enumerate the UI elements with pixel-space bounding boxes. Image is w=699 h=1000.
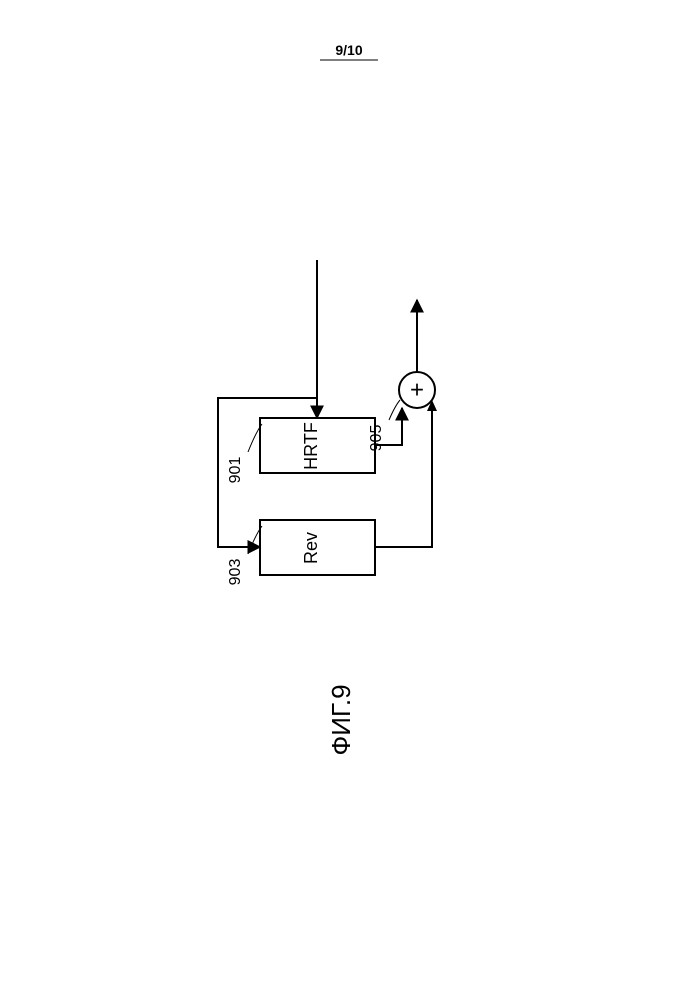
node-rev-label: Rev — [301, 532, 321, 564]
page-number: 9/10 — [335, 42, 362, 58]
ref-pointer-905 — [389, 400, 400, 420]
edge-rev-to-sum — [375, 402, 432, 547]
ref-label-903: 903 — [227, 559, 244, 586]
ref-label-905: 905 — [368, 425, 385, 452]
node-sum-label: + — [410, 377, 424, 404]
ref-label-901: 901 — [227, 457, 244, 484]
node-hrtf-label: HRTF — [301, 422, 321, 470]
figure-caption: ФИГ.9 — [326, 684, 356, 755]
